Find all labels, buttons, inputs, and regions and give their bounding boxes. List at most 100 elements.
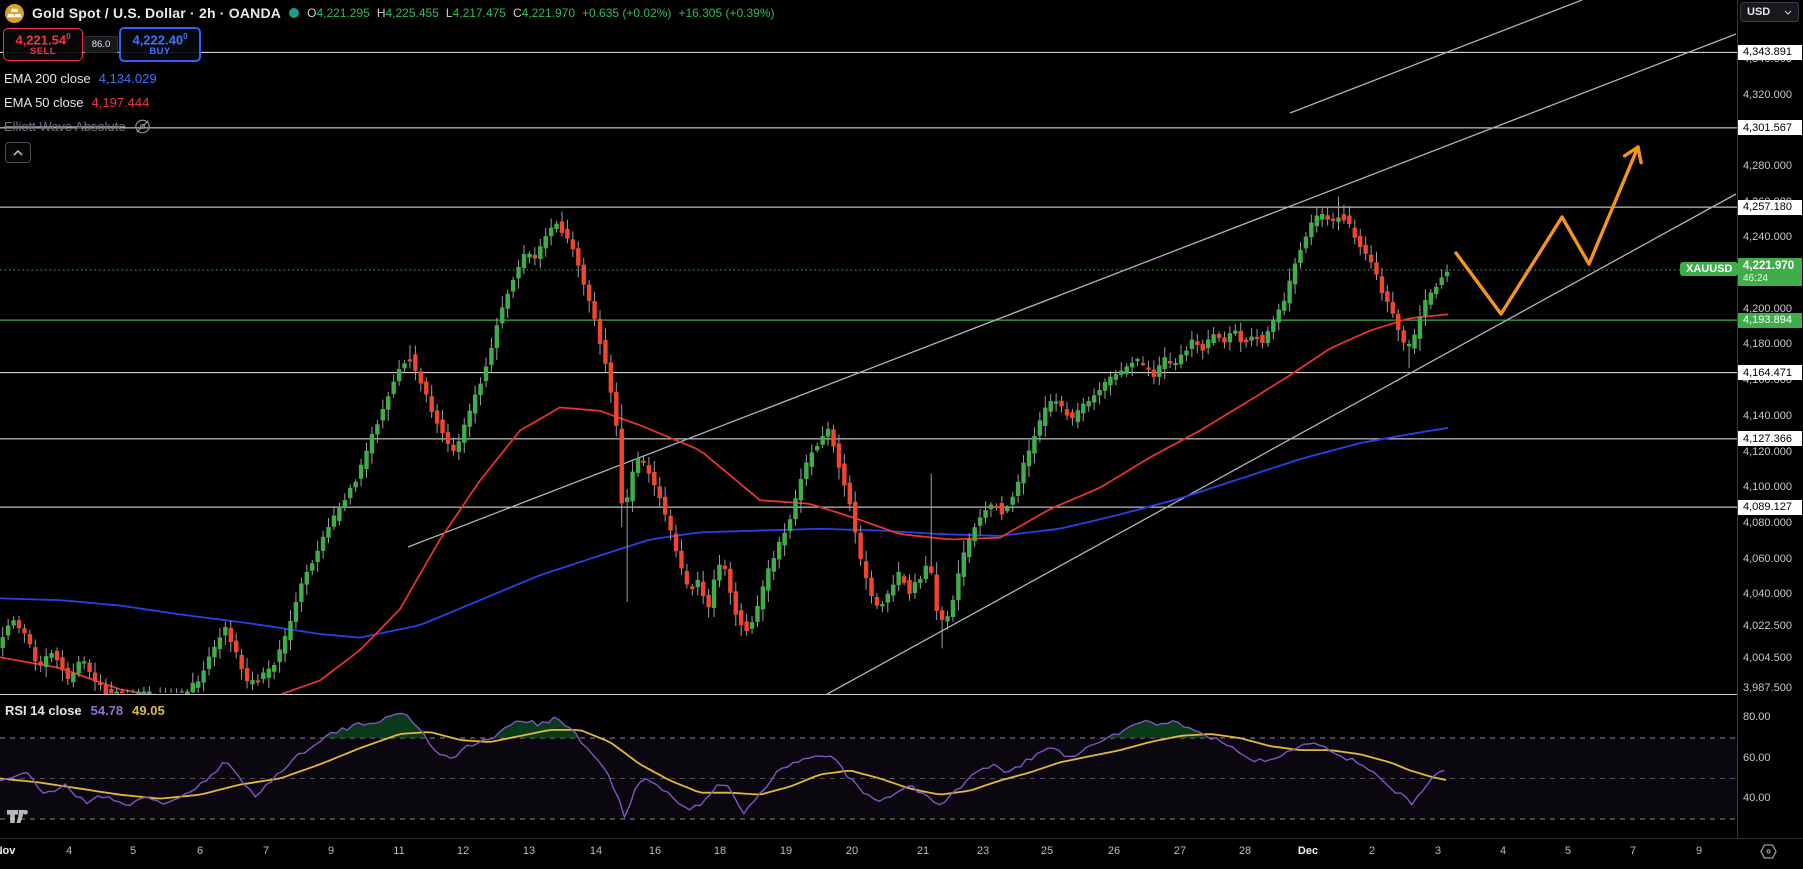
price-tick: 4,022.500 [1743, 619, 1792, 632]
rsi-ma-value: 49.05 [132, 703, 165, 718]
sell-button[interactable]: 4,221.540 SELL [3, 28, 83, 61]
time-tick: 25 [1040, 845, 1054, 857]
rsi-value: 54.78 [90, 703, 124, 718]
ema-lines [0, 313, 1449, 694]
high-value: 4,225.455 [385, 6, 439, 20]
price-tick: 4,180.000 [1743, 338, 1792, 351]
price-level-lines [0, 51, 1737, 508]
price-tick: 4,100.000 [1743, 481, 1792, 494]
time-tick: 12 [456, 845, 470, 857]
price-tick: 4,004.500 [1743, 651, 1792, 664]
axis-settings-hexagon-icon[interactable] [1760, 844, 1777, 864]
buy-button[interactable]: 4,222.400 BUY [119, 27, 201, 62]
legend-row-elliott-wave[interactable]: Elliott Wave Absolute [4, 114, 157, 138]
price-level-label: 4,343.891 [1738, 44, 1802, 60]
time-tick: 19 [779, 845, 793, 857]
buy-label: BUY [149, 45, 171, 57]
ema50-value: 4,197.444 [91, 94, 150, 110]
time-tick: Nov [0, 845, 16, 857]
currency-dropdown[interactable]: USD [1740, 2, 1799, 22]
time-tick: 18 [713, 845, 727, 857]
rsi-tick: 80.00 [1743, 711, 1771, 724]
ema200-value: 4,134.029 [98, 70, 157, 86]
indicator-legend: EMA 200 close 4,134.029 EMA 50 close 4,1… [4, 66, 157, 138]
elliott-wave-label[interactable]: Elliott Wave Absolute [4, 118, 126, 134]
price-tick: 4,200.000 [1743, 302, 1792, 315]
time-tick: 20 [845, 845, 859, 857]
price-tick: 4,120.000 [1743, 445, 1792, 458]
candles-layer [0, 196, 1450, 694]
ema50-label[interactable]: EMA 50 close [4, 94, 84, 110]
time-tick: 28 [1238, 845, 1252, 857]
projection-arrow-drawing[interactable] [1454, 145, 1643, 316]
rsi-tick: 60.00 [1743, 751, 1771, 764]
chevron-down-icon [1784, 10, 1792, 15]
price-level-label: 4,127.366 [1738, 431, 1802, 447]
ema200-label[interactable]: EMA 200 close [4, 70, 91, 86]
price-level-label: 4,164.471 [1738, 365, 1802, 381]
time-tick: 21 [916, 845, 930, 857]
price-level-label: 4,089.127 [1738, 499, 1802, 515]
current-price-symbol-badge: XAUUSD [1680, 261, 1739, 276]
open-value: 4,221.295 [316, 6, 370, 20]
current-price-label: 4,221.970 46:24 [1738, 257, 1802, 286]
time-tick: 16 [648, 845, 662, 857]
rsi-plot [0, 712, 1447, 819]
change-value: +0.635 (+0.02%) [582, 6, 672, 20]
price-axis[interactable]: USD 4,340.0004,320.0004,280.0004,260.000… [1738, 0, 1803, 838]
price-level-label: 4,301.567 [1738, 120, 1802, 136]
price-tick: 4,080.000 [1743, 516, 1792, 529]
rsi-legend: RSI 14 close 54.78 49.05 [5, 703, 165, 718]
time-tick: 14 [589, 845, 603, 857]
time-tick: 5 [1564, 845, 1572, 857]
price-tick: 4,320.000 [1743, 88, 1792, 101]
time-tick: 26 [1107, 845, 1121, 857]
time-tick: 7 [262, 845, 270, 857]
tradingview-logo[interactable] [7, 810, 33, 832]
close-value: 4,221.970 [521, 6, 576, 20]
time-tick: 3 [1434, 845, 1442, 857]
bar-countdown: 46:24 [1743, 272, 1769, 284]
sell-label: SELL [30, 45, 56, 57]
low-value: 4,217.475 [452, 6, 506, 20]
price-tick: 3,987.500 [1743, 682, 1792, 694]
price-level-label: 4,257.180 [1738, 199, 1802, 215]
time-tick: 2 [1368, 845, 1376, 857]
rsi-tick: 40.00 [1743, 792, 1771, 805]
gold-symbol-icon [5, 3, 24, 23]
time-tick: 9 [327, 845, 335, 857]
spread-value: 86.0 [84, 36, 118, 53]
time-tick: 4 [65, 845, 73, 857]
time-tick: 6 [196, 845, 204, 857]
time-tick: 27 [1173, 845, 1187, 857]
time-tick: 7 [1629, 845, 1637, 857]
trade-panel: 4,221.540 SELL 86.0 4,222.400 BUY [3, 27, 201, 62]
price-tick: 4,280.000 [1743, 159, 1792, 172]
market-status-dot[interactable] [289, 8, 300, 18]
green-level-label: 4,193.894 [1738, 312, 1802, 328]
ohlc-readout: O4,221.295 H4,225.455 L4,217.475 C4,221.… [307, 6, 775, 20]
rsi-band [0, 737, 1737, 820]
collapse-legend-button[interactable] [5, 142, 31, 163]
eye-slash-icon[interactable] [134, 119, 151, 134]
rsi-label[interactable]: RSI 14 close [5, 703, 82, 718]
price-tick: 4,040.000 [1743, 588, 1792, 601]
change-points-value: +16.305 (+0.39%) [678, 6, 775, 20]
price-tick: 4,060.000 [1743, 552, 1792, 565]
time-tick: 4 [1499, 845, 1507, 857]
symbol-header: Gold Spot / U.S. Dollar · 2h · OANDA O4,… [0, 0, 775, 26]
time-tick: 11 [393, 845, 405, 857]
time-tick: 5 [129, 845, 137, 857]
time-tick: 23 [976, 845, 990, 857]
legend-row-ema50[interactable]: EMA 50 close 4,197.444 [4, 90, 157, 114]
price-tick: 4,240.000 [1743, 231, 1792, 244]
trendlines[interactable] [407, 0, 1737, 709]
symbol-title[interactable]: Gold Spot / U.S. Dollar · 2h · OANDA [32, 5, 282, 21]
legend-row-ema200[interactable]: EMA 200 close 4,134.029 [4, 66, 157, 90]
current-price-value: 4,221.970 [1743, 259, 1795, 272]
time-tick: Dec [1297, 845, 1319, 857]
time-axis[interactable]: Nov456791112131416181920212325262728Dec2… [0, 839, 1803, 869]
time-tick: 9 [1695, 845, 1703, 857]
